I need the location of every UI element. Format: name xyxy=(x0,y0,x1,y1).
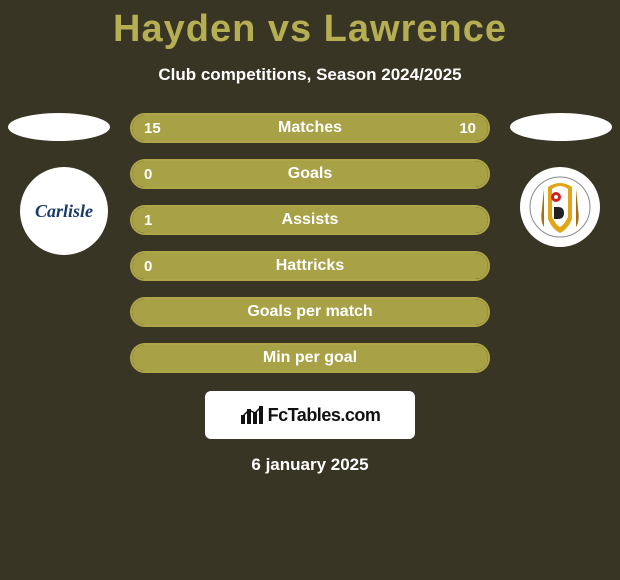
stat-label: Assists xyxy=(282,211,339,229)
stat-row: 0 Goals xyxy=(130,159,490,189)
subtitle: Club competitions, Season 2024/2025 xyxy=(0,65,620,85)
date-label: 6 january 2025 xyxy=(0,455,620,475)
stat-value-right: 10 xyxy=(459,120,476,137)
fctables-watermark: FcTables.com xyxy=(205,391,415,439)
stat-row: 0 Hattricks xyxy=(130,251,490,281)
club-logo-left-label: Carlisle xyxy=(35,201,93,222)
comparison-block: Carlisle 15 Matches 10 0 Goals 1 Assists 0 Hattr… xyxy=(0,113,620,373)
club-logo-right xyxy=(520,167,600,247)
stat-row: Goals per match xyxy=(130,297,490,327)
stat-label: Matches xyxy=(278,119,342,137)
player-photo-placeholder-right xyxy=(510,113,612,141)
stat-value-left: 0 xyxy=(144,166,152,183)
stat-value-left: 1 xyxy=(144,212,152,229)
page-title: Hayden vs Lawrence xyxy=(0,0,620,51)
player-photo-placeholder-left xyxy=(8,113,110,141)
stat-row: 1 Assists xyxy=(130,205,490,235)
stat-value-left: 0 xyxy=(144,258,152,275)
fctables-label: FcTables.com xyxy=(268,405,381,426)
stat-label: Goals per match xyxy=(247,303,372,321)
stat-label: Goals xyxy=(288,165,332,183)
stat-label: Hattricks xyxy=(276,257,344,275)
stat-value-left: 15 xyxy=(144,120,161,137)
mk-dons-icon xyxy=(528,175,592,239)
fctables-icon xyxy=(240,405,264,425)
stat-row: Min per goal xyxy=(130,343,490,373)
stat-row: 15 Matches 10 xyxy=(130,113,490,143)
stat-label: Min per goal xyxy=(263,349,357,367)
stat-rows: 15 Matches 10 0 Goals 1 Assists 0 Hattricks Goals… xyxy=(130,113,490,373)
club-logo-left: Carlisle xyxy=(20,167,108,255)
